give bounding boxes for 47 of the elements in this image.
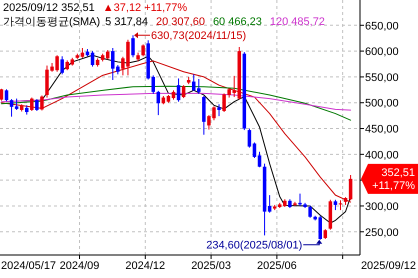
candlestick bbox=[4, 88, 8, 102]
chart-title: 2025/09/12 352,51 bbox=[3, 2, 95, 14]
text: 2024/05/17 bbox=[1, 260, 56, 272]
candlestick bbox=[324, 228, 328, 240]
y-tick-label: 450,00 bbox=[365, 124, 399, 136]
candlestick bbox=[131, 34, 135, 58]
annotation: 630,73(2024/11/15) bbox=[151, 30, 246, 42]
y-tick-label: 550,00 bbox=[365, 72, 399, 84]
candlestick bbox=[298, 193, 302, 206]
candlestick bbox=[0, 88, 4, 102]
candlestick bbox=[334, 199, 338, 211]
candlestick bbox=[217, 104, 221, 117]
y-tick-label: 500,00 bbox=[365, 98, 399, 110]
line-series bbox=[0, 60, 352, 203]
y-tick-label: 400,00 bbox=[365, 149, 399, 162]
candlestick bbox=[308, 204, 312, 218]
x-tick-label: 2025/06 bbox=[256, 260, 297, 272]
candlestick bbox=[156, 90, 160, 116]
x-tick-label: 2024/09 bbox=[60, 260, 100, 272]
y-tick-label: 250,00 bbox=[365, 226, 399, 239]
text: 5 317,84 bbox=[105, 16, 148, 28]
candlestick bbox=[30, 97, 34, 112]
text: 20 307,60 bbox=[156, 16, 205, 28]
y-tick-label: 600,00 bbox=[365, 46, 399, 58]
candlestick bbox=[35, 98, 39, 112]
line-series bbox=[0, 86, 352, 121]
candlestick bbox=[24, 104, 28, 116]
text: 2025/09/12 bbox=[360, 260, 416, 272]
candlestick bbox=[258, 151, 262, 168]
y-tick-label: 300,00 bbox=[365, 200, 399, 213]
line-series bbox=[0, 92, 352, 111]
annotation: 352,51 +11,77% bbox=[372, 166, 416, 192]
candlestick bbox=[338, 200, 342, 211]
candlestick bbox=[90, 50, 94, 68]
text: 60 466,23 bbox=[212, 16, 262, 28]
candlestick bbox=[182, 84, 186, 99]
candlestick bbox=[60, 56, 64, 75]
legend-title: 가격이동평균(SMA) bbox=[3, 16, 100, 28]
candlestick bbox=[40, 94, 44, 111]
chart-subtitle: ▲37,12 +11,77% bbox=[102, 2, 188, 14]
x-tick-label: 2024/12 bbox=[125, 260, 166, 272]
y-tick-label: 650,00 bbox=[365, 20, 399, 32]
candlestick bbox=[176, 78, 180, 102]
annotation: 234,60(2025/08/01) bbox=[206, 240, 302, 252]
x-tick-label: 2025/03 bbox=[191, 260, 231, 272]
text: 120 485,72 bbox=[270, 16, 325, 28]
candlestick bbox=[141, 44, 145, 57]
